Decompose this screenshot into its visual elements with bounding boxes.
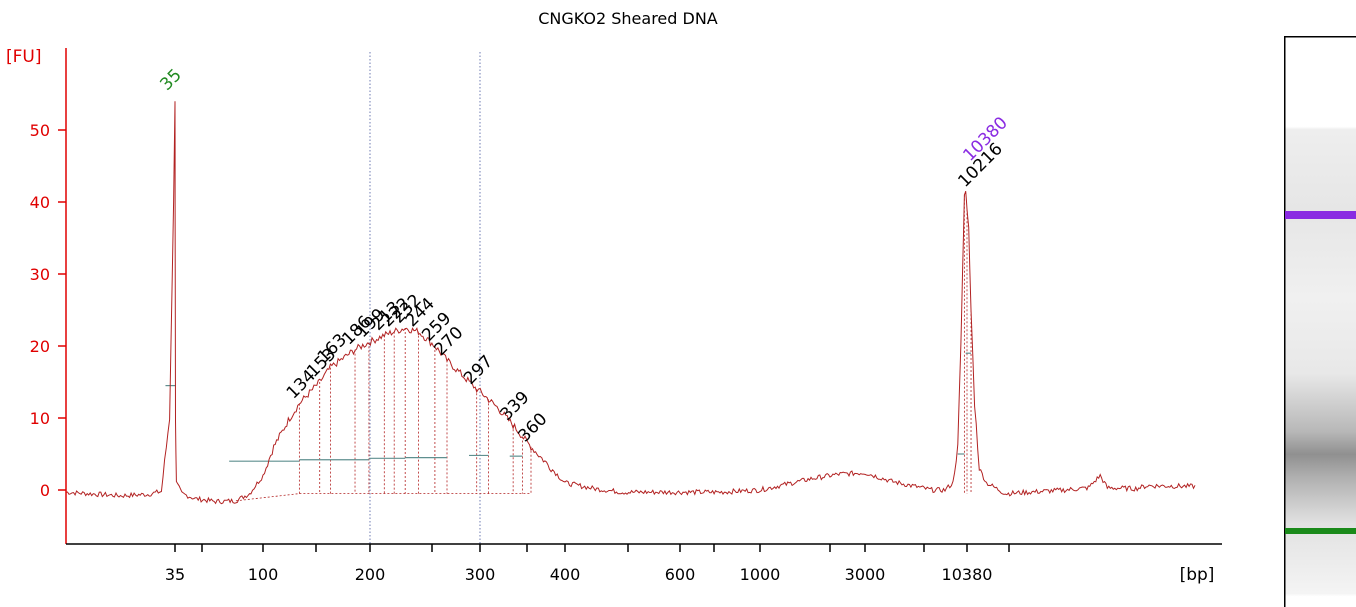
series-line bbox=[65, 101, 1196, 505]
y-tick-label: 30 bbox=[30, 265, 50, 284]
x-tick-label: 300 bbox=[465, 565, 496, 584]
x-axis-label: [bp] bbox=[1180, 565, 1215, 585]
x-tick-label: 35 bbox=[165, 565, 185, 584]
peak-label: 297 bbox=[460, 352, 497, 389]
baseline-segments bbox=[165, 352, 972, 462]
peak-label: 35 bbox=[156, 65, 185, 94]
chart-title: CNGKO2 Sheared DNA bbox=[538, 9, 718, 28]
axes bbox=[65, 48, 1222, 545]
x-tick-label: 400 bbox=[550, 565, 581, 584]
y-tick-label: 40 bbox=[30, 193, 50, 212]
y-tick-label: 10 bbox=[30, 409, 50, 428]
y-tick-label: 20 bbox=[30, 337, 50, 356]
y-axis-label: [FU] bbox=[6, 47, 42, 67]
peak-labels: 3513415316318619921322223224425927029733… bbox=[156, 65, 1011, 446]
region-lines bbox=[369, 52, 481, 544]
x-axis-ticks: 35 100 200 300 400 600 1000 3000 10380 bbox=[165, 544, 1010, 584]
gel-upper-marker-band bbox=[1285, 211, 1356, 219]
gel-lane-image bbox=[1284, 36, 1356, 607]
x-tick-label: 3000 bbox=[845, 565, 886, 584]
y-tick-label: 50 bbox=[30, 121, 50, 140]
gel-lower-marker-band bbox=[1285, 528, 1356, 534]
x-tick-label: 200 bbox=[355, 565, 386, 584]
x-tick-label: 10380 bbox=[942, 565, 993, 584]
x-tick-label: 1000 bbox=[740, 565, 781, 584]
peak-fill-line bbox=[235, 493, 300, 502]
y-tick-label: 0 bbox=[40, 481, 50, 500]
peak-fill-lines bbox=[235, 194, 972, 502]
y-axis-ticks: 0 10 20 30 40 50 bbox=[30, 121, 66, 500]
x-tick-label: 100 bbox=[248, 565, 279, 584]
x-tick-label: 600 bbox=[665, 565, 696, 584]
